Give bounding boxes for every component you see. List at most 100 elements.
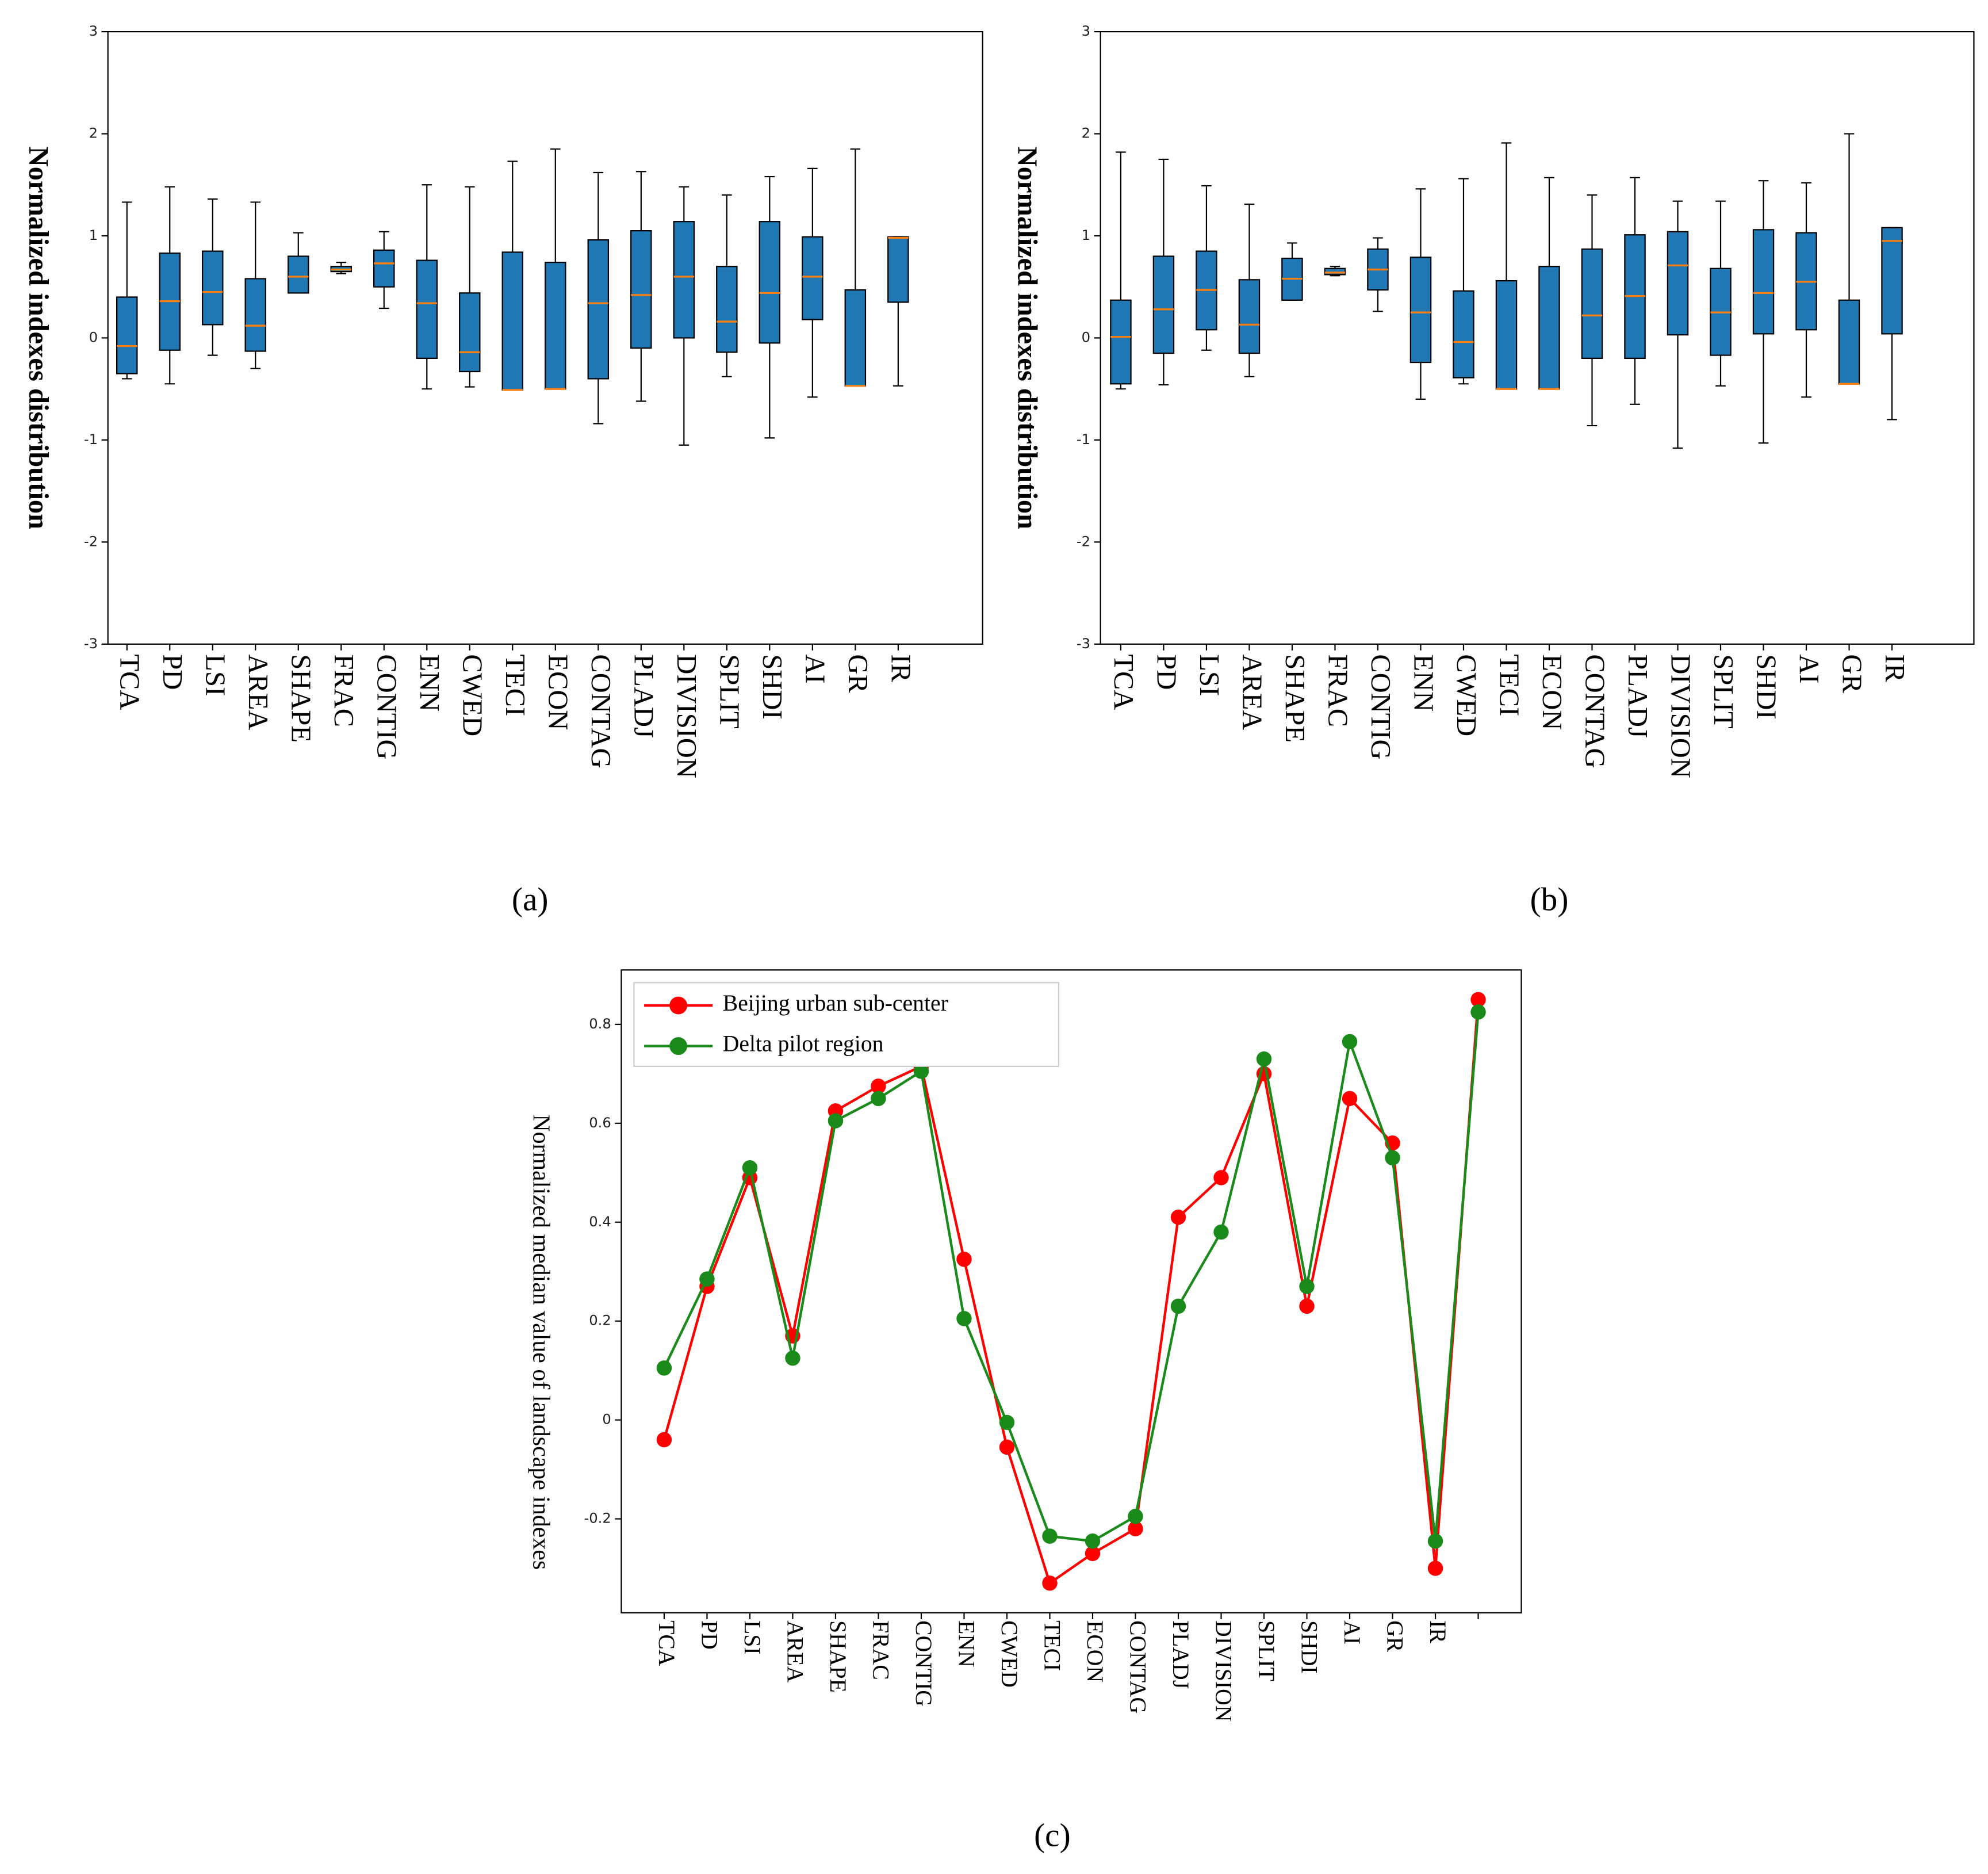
x-tick-label: SHAPE [286,654,316,743]
x-tick-label: GR [842,654,873,693]
point [1213,1224,1229,1240]
x-tick-label: ENN [953,1620,979,1668]
point [1170,1209,1186,1225]
y-tick-label: 0.8 [589,1015,611,1032]
point [871,1091,886,1107]
box [1324,267,1346,276]
point [656,1432,672,1448]
point [1299,1298,1315,1314]
legend-marker [669,996,688,1015]
x-tick-label: LSI [1194,654,1224,696]
point [1170,1298,1186,1314]
x-tick-label: CONTIG [1365,654,1396,759]
y-tick-label: 0 [602,1411,611,1428]
x-tick-label: GR [1382,1620,1407,1653]
x-tick-label: TCA [114,654,145,710]
x-tick-label: ECON [543,654,573,730]
point [1427,1533,1443,1549]
point [1042,1528,1058,1544]
x-tick-label: FRAC [328,654,359,727]
point [999,1414,1015,1431]
point [1042,1575,1058,1591]
plot-frame [620,969,1522,1614]
x-tick-label: AREA [782,1620,807,1682]
box [630,230,652,349]
point [785,1350,800,1366]
point [1342,1034,1358,1050]
box [1453,290,1474,378]
x-tick-label: CONTAG [1579,654,1610,768]
x-tick-label: PLADJ [629,654,659,737]
x-tick-label: SHDI [757,654,787,719]
point [1085,1533,1101,1549]
y-tick-label: -3 [1077,635,1090,652]
y-tick-label: 1 [89,227,98,243]
x-tick-label: FRAC [1322,654,1353,727]
point [1256,1051,1272,1067]
y-tick-label: 0 [1082,328,1090,345]
point [1470,992,1486,1008]
y-tick-label: 0 [89,328,98,345]
x-tick-label: CONTAG [585,654,616,768]
point [1427,1561,1443,1576]
x-tick-label: LSI [740,1620,765,1654]
point [1385,1150,1400,1166]
box [887,236,909,303]
y-tick-label: 2 [1082,125,1090,141]
x-tick-label: IR [1425,1620,1450,1643]
box [1881,227,1903,335]
point [999,1439,1015,1455]
box [1110,299,1132,385]
x-tick-label: SHAPE [825,1620,851,1693]
x-tick-label: TECI [500,654,530,716]
caption: (b) [1530,882,1569,918]
y-axis-label: Normalized median value of landscape ind… [528,1114,554,1570]
point [1085,1546,1101,1561]
x-tick-label: SHDI [1296,1620,1321,1674]
plot-frame [107,31,983,645]
legend-marker [669,1037,688,1055]
x-tick-label: PD [157,654,187,690]
x-tick-label: TECI [1039,1620,1064,1671]
x-tick-label: TCA [1108,654,1139,710]
y-tick-label: 0.6 [589,1114,611,1131]
box [288,255,309,294]
legend-frame [633,982,1060,1067]
box [844,289,867,387]
x-tick-label: PD [1151,654,1181,690]
y-tick-label: -2 [1077,533,1090,549]
y-axis-label: Normalized indexes distribution [1012,147,1042,529]
box [673,221,695,339]
point [1128,1509,1143,1524]
y-tick-label: 1 [1082,227,1090,243]
box [1538,266,1560,390]
point [699,1271,715,1287]
x-tick-label: SPLIT [1254,1620,1279,1681]
box [1495,280,1518,390]
x-tick-label: AREA [243,654,273,730]
x-tick-label: TCA [654,1620,679,1666]
y-tick-label: -1 [84,431,98,448]
x-tick-label: AI [800,654,830,683]
x-tick-label: ENN [414,654,445,712]
box [587,239,610,380]
x-tick-label: SHDI [1750,654,1781,719]
x-tick-label: ECON [1082,1620,1108,1682]
x-tick-label: GR [1836,654,1867,693]
box [501,251,524,391]
legend-label: Beijing urban sub-center [723,990,948,1016]
y-axis-label: Normalized indexes distribution [23,147,53,529]
box [802,236,823,320]
point [656,1360,672,1376]
point [956,1252,972,1267]
x-tick-label: PD [696,1620,722,1650]
point [871,1078,886,1094]
x-tick-label: TECI [1493,654,1524,716]
point [1128,1521,1143,1536]
box [1238,279,1261,354]
x-tick-label: PLADJ [1622,654,1653,737]
x-tick-label: DIVISION [1211,1620,1236,1722]
y-tick-label: 2 [89,125,98,141]
